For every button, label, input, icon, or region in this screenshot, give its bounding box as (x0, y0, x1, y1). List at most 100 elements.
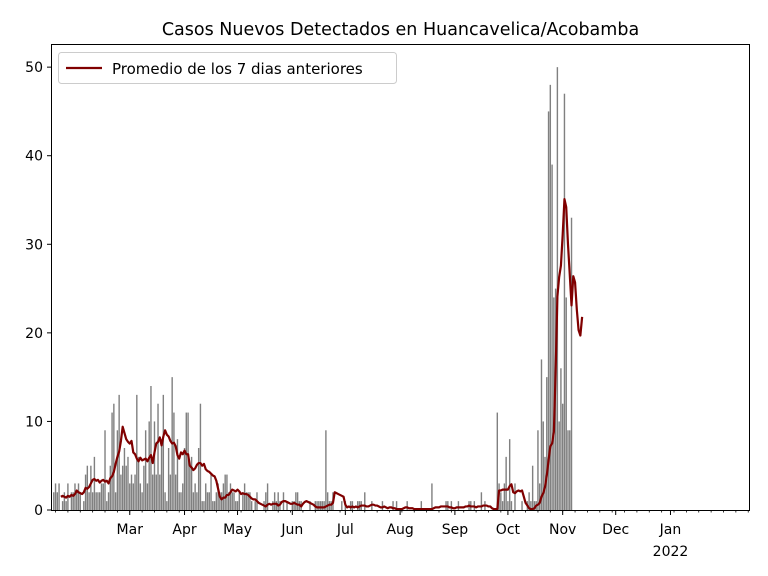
bar (210, 474, 212, 510)
bar (173, 412, 175, 510)
bar (174, 474, 177, 510)
x-tick-label: Aug (386, 522, 413, 538)
bar (226, 474, 228, 510)
bar (127, 456, 129, 510)
bar (208, 492, 210, 510)
bar (109, 465, 112, 510)
bar (84, 474, 87, 510)
bar (431, 483, 433, 510)
bar (537, 430, 539, 510)
bar (88, 492, 90, 510)
bar (102, 483, 104, 510)
bar (521, 501, 523, 510)
bar (233, 492, 235, 510)
bar (74, 483, 76, 510)
legend-label: Promedio de los 7 dias anteriores (112, 60, 363, 78)
bar (547, 111, 550, 511)
bar (153, 421, 156, 510)
bar (164, 492, 166, 510)
bar (309, 501, 311, 510)
bar (247, 492, 249, 510)
bar (206, 492, 209, 510)
y-tick-label: 10 (25, 414, 43, 430)
chart-title: Casos Nuevos Detectados en Huancavelica/… (162, 20, 639, 40)
bar (341, 501, 343, 510)
bar (266, 483, 269, 510)
bar (228, 492, 230, 510)
bar (182, 483, 184, 510)
bar (160, 439, 163, 510)
bar (561, 403, 564, 510)
bar (326, 492, 329, 510)
bar (503, 483, 506, 510)
y-tick-label: 40 (25, 149, 43, 165)
bar (106, 501, 108, 510)
y-tick-label: 30 (25, 237, 43, 253)
bar (77, 483, 80, 510)
bar (318, 501, 320, 510)
x-tick-label: Nov (549, 522, 576, 538)
bar (212, 501, 214, 510)
bar (143, 465, 145, 510)
bar (250, 501, 253, 510)
x-tick-label: Apr (172, 522, 196, 538)
bar (229, 483, 232, 510)
bar (116, 430, 119, 510)
bar (83, 501, 85, 510)
bar (123, 448, 126, 510)
bar (155, 474, 157, 510)
bar (265, 492, 267, 510)
bar (72, 492, 74, 510)
bar (560, 368, 562, 510)
bar (159, 474, 161, 510)
bar (392, 501, 394, 510)
bar (141, 492, 143, 510)
bar (79, 492, 81, 510)
bar (53, 492, 55, 510)
x-tick-label: Mar (117, 522, 144, 538)
bar (134, 474, 136, 510)
bar (157, 403, 159, 510)
bar (65, 501, 67, 510)
bar (505, 456, 507, 510)
bar (533, 501, 536, 510)
bar (357, 501, 359, 510)
bar (150, 386, 152, 510)
bar (217, 483, 219, 510)
bar (565, 297, 567, 510)
bar (514, 483, 516, 510)
bar (144, 430, 147, 510)
x-tick-label: Jun (280, 522, 303, 538)
bar (99, 492, 101, 510)
bar (152, 474, 154, 510)
bar (277, 492, 279, 510)
bar (450, 501, 453, 510)
bar (219, 492, 221, 510)
bar (295, 492, 297, 510)
bar (319, 501, 322, 510)
bar (254, 501, 256, 510)
bar (111, 412, 113, 510)
bar (203, 501, 205, 510)
bar (185, 412, 187, 510)
bar (316, 501, 318, 510)
line-series (60, 198, 584, 511)
bar (61, 501, 64, 510)
bar (58, 483, 60, 510)
bar (139, 483, 142, 510)
bar (272, 501, 274, 510)
bar (205, 483, 207, 510)
bar (107, 492, 110, 510)
bar (104, 430, 106, 510)
bar (120, 474, 122, 510)
bar (90, 465, 92, 510)
bar (146, 483, 149, 510)
plot-frame (51, 44, 750, 511)
bar (500, 492, 502, 510)
bar (132, 483, 134, 510)
bar (243, 483, 246, 510)
bar (323, 501, 325, 510)
bar (130, 474, 133, 510)
bar (381, 501, 384, 510)
